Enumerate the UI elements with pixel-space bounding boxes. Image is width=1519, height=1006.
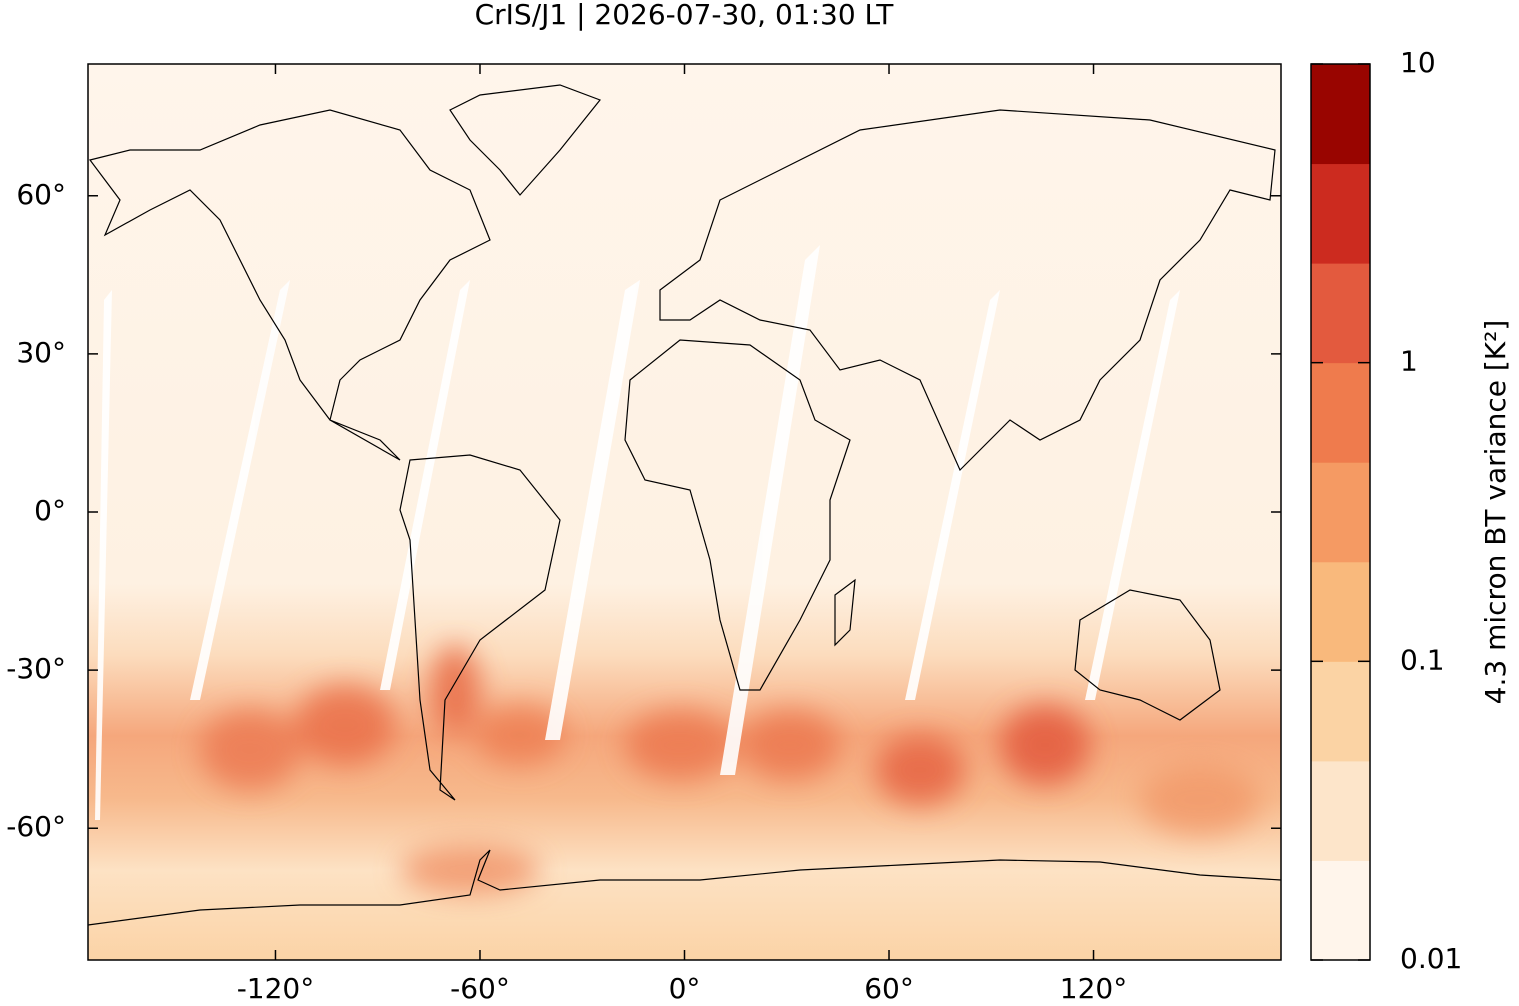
colorbar-band bbox=[1311, 561, 1370, 662]
colorbar-tick-label: 0.1 bbox=[1400, 643, 1445, 676]
coastlines bbox=[87, 84, 1282, 926]
colorbar-band bbox=[1311, 163, 1370, 264]
y-tick-label: -60° bbox=[6, 810, 66, 843]
chart-title: CrIS/J1 | 2026-07-30, 01:30 LT bbox=[475, 0, 895, 31]
colorbar-band bbox=[1311, 860, 1370, 961]
colorbar-frame bbox=[1310, 63, 1371, 961]
y-tick-label: -30° bbox=[6, 652, 66, 685]
colorbar-band bbox=[1311, 362, 1370, 463]
x-tick-label: 120° bbox=[1060, 972, 1127, 1002]
y-tick-label: 0° bbox=[34, 494, 66, 527]
colorbar-tick-label: 1 bbox=[1400, 345, 1418, 378]
x-tick-label: -120° bbox=[237, 972, 315, 1002]
colorbar-band bbox=[1311, 760, 1370, 861]
y-tick-label: 30° bbox=[16, 336, 66, 369]
colorbar-band bbox=[1311, 64, 1370, 165]
colorbar-tick-label: 10 bbox=[1400, 46, 1436, 79]
y-tick-label: 60° bbox=[16, 178, 66, 211]
field bbox=[88, 64, 1281, 960]
colorbar-band bbox=[1311, 661, 1370, 762]
colorbar-tick-label: 0.01 bbox=[1400, 942, 1462, 975]
colorbar-band bbox=[1311, 263, 1370, 364]
colorbar-band bbox=[1311, 462, 1370, 563]
colorbar-label: 4.3 micron BT variance [K²] bbox=[1479, 320, 1512, 705]
x-tick-label: 0° bbox=[669, 972, 701, 1002]
x-tick-label: 60° bbox=[864, 972, 914, 1002]
x-tick-label: -60° bbox=[450, 972, 510, 1002]
